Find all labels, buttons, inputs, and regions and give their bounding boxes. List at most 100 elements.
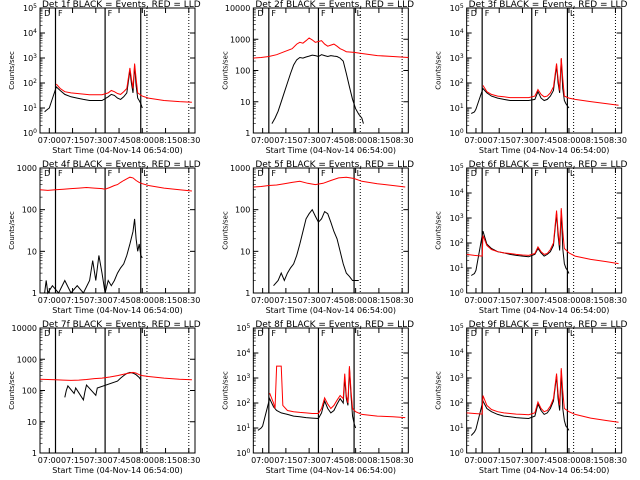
annotation-label: F [534, 329, 539, 338]
y-tick-label: 1 [32, 449, 37, 458]
x-tick-label: 08:15 [581, 296, 604, 305]
x-tick-label: 07:15 [274, 136, 297, 145]
plot-frame [39, 167, 196, 294]
x-tick-label: 07:45 [534, 136, 557, 145]
y-tick-label: 1 [245, 289, 250, 298]
y-tick-label: 100 [235, 67, 250, 76]
x-tick-label: 07:15 [61, 136, 84, 145]
x-tick-label: 08:00 [557, 136, 580, 145]
x-tick-label: 07:45 [108, 456, 131, 465]
plot-frame [466, 327, 623, 454]
chart-panel-9: Det 9f BLACK = Events, RED = LLD 100 101 10… [435, 320, 628, 475]
y-tick-label: 1000 [17, 164, 37, 173]
annotation-label: F [534, 9, 539, 18]
x-tick-label: 08:15 [367, 456, 390, 465]
annotation-label: F [108, 9, 113, 18]
x-tick-label: 07:30 [84, 136, 107, 145]
y-axis-label: Counts/sec [8, 211, 16, 250]
x-tick-label: 08:00 [131, 456, 154, 465]
series-lld [39, 371, 192, 381]
x-tick-label: 07:15 [488, 456, 511, 465]
x-tick-label: 07:15 [488, 136, 511, 145]
x-tick-label: 08:15 [367, 296, 390, 305]
y-axis-label: Counts/sec [435, 51, 443, 90]
y-tick-label: 100 [235, 206, 250, 215]
y-tick-label: 104 [450, 28, 464, 38]
annotation-label: F [108, 329, 113, 338]
annotation-label: F [321, 329, 326, 338]
annotation-label: F [321, 9, 326, 18]
x-tick-label: 07:00 [38, 296, 61, 305]
x-tick-label: 07:30 [511, 136, 534, 145]
x-tick-label: 08:00 [344, 296, 367, 305]
chart-title: Det 7f BLACK = Events, RED = LLD [42, 320, 201, 330]
plot-frame [39, 327, 196, 454]
y-tick-label: 105 [450, 3, 464, 13]
chart-panel-6: Det 6f BLACK = Events, RED = LLD 100 101 10… [435, 160, 628, 315]
annotation-label: L [570, 329, 575, 338]
x-tick-label: 07:30 [511, 296, 534, 305]
y-tick-label: 105 [450, 323, 464, 333]
y-tick-label: 1000 [230, 164, 250, 173]
x-tick-label: 08:00 [131, 296, 154, 305]
x-tick-label: 08:30 [604, 456, 627, 465]
x-tick-label: 07:15 [61, 456, 84, 465]
x-tick-label: 07:30 [84, 296, 107, 305]
x-tick-label: 07:00 [464, 296, 487, 305]
series-events [44, 218, 143, 295]
series-events [470, 370, 570, 436]
y-tick-label: 1 [32, 289, 37, 298]
x-axis-label: Start Time (04-Nov-14 06:54:00) [52, 466, 182, 475]
x-tick-label: 07:15 [274, 456, 297, 465]
x-tick-label: 08:30 [391, 296, 414, 305]
y-tick-label: 104 [236, 348, 250, 358]
y-axis-label: Counts/sec [8, 371, 16, 410]
y-tick-label: 102 [450, 78, 464, 88]
annotation-label: D [257, 169, 263, 178]
annotation-label: F [485, 329, 490, 338]
y-tick-label: 100 [236, 448, 250, 458]
annotation-label: F [485, 169, 490, 178]
y-axis-label: Counts/sec [435, 371, 443, 410]
series-lld [55, 63, 192, 103]
chart-panel-5: Det 5f BLACK = Events, RED = LLD 1 10 100 10… [221, 160, 414, 315]
series-events [44, 65, 143, 113]
y-axis-label: Counts/sec [221, 211, 229, 250]
x-axis-label: Start Time (04-Nov-14 06:54:00) [266, 306, 396, 315]
x-tick-label: 07:00 [38, 456, 61, 465]
y-tick-label: 10000 [12, 324, 37, 333]
series-lld [482, 57, 619, 106]
annotation-label: D [257, 9, 263, 18]
y-tick-label: 10 [240, 247, 250, 256]
x-tick-label: 07:30 [298, 296, 321, 305]
x-tick-label: 08:15 [154, 136, 177, 145]
annotation-label: L [357, 329, 362, 338]
y-tick-label: 10000 [225, 4, 250, 13]
x-tick-label: 07:45 [321, 296, 344, 305]
y-tick-label: 105 [236, 323, 250, 333]
x-tick-label: 08:30 [177, 456, 200, 465]
y-tick-label: 102 [450, 398, 464, 408]
x-tick-label: 07:15 [488, 296, 511, 305]
y-tick-label: 10 [27, 418, 37, 427]
series-lld [269, 365, 406, 419]
series-lld [253, 176, 406, 188]
x-tick-label: 08:30 [177, 296, 200, 305]
x-tick-label: 07:45 [534, 296, 557, 305]
y-tick-label: 10 [240, 98, 250, 107]
chart-panel-2: Det 2f BLACK = Events, RED = LLD 1 10 100 10… [221, 0, 414, 155]
chart-title: Det 2f BLACK = Events, RED = LLD [255, 0, 414, 10]
x-tick-label: 07:00 [251, 136, 274, 145]
x-tick-label: 08:00 [131, 136, 154, 145]
chart-title: Det 5f BLACK = Events, RED = LLD [255, 160, 414, 170]
x-tick-label: 08:00 [557, 456, 580, 465]
x-axis-label: Start Time (04-Nov-14 06:54:00) [52, 306, 182, 315]
annotation-label: F [534, 169, 539, 178]
x-axis-label: Start Time (04-Nov-14 06:54:00) [479, 306, 609, 315]
y-tick-label: 105 [450, 163, 464, 173]
chart-title: Det 8f BLACK = Events, RED = LLD [255, 320, 414, 330]
x-tick-label: 07:30 [298, 136, 321, 145]
annotation-label: D [257, 329, 263, 338]
x-tick-label: 07:00 [464, 456, 487, 465]
annotation-label: L [570, 9, 575, 18]
